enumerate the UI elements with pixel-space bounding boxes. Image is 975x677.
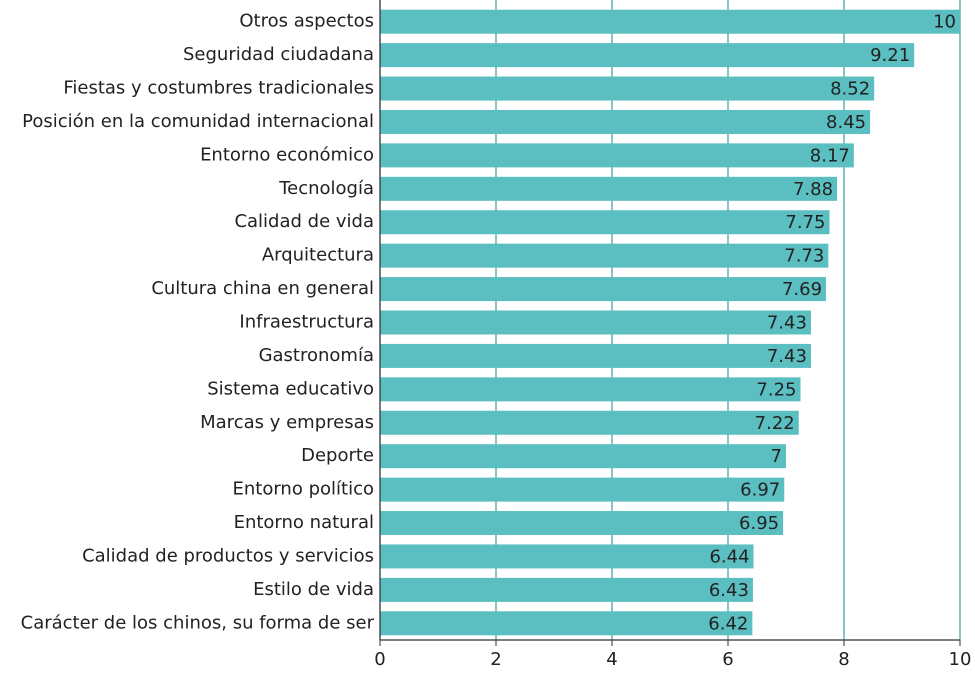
value-label: 6.44 (709, 546, 749, 567)
value-label: 7.43 (767, 346, 807, 367)
value-label: 7.69 (782, 279, 822, 300)
bar (380, 210, 830, 235)
x-tick-label: 2 (490, 649, 501, 670)
bar (380, 511, 784, 536)
y-tick-label: Estilo de vida (253, 579, 374, 600)
y-tick-label: Arquitectura (262, 245, 374, 266)
bar (380, 444, 786, 469)
bar (380, 377, 801, 402)
y-tick-label: Otros aspectos (239, 11, 374, 32)
bar (380, 76, 875, 101)
value-label: 8.17 (810, 145, 850, 166)
bar (380, 43, 915, 68)
bar (380, 577, 753, 602)
bar (380, 611, 753, 636)
y-tick-label: Carácter de los chinos, su forma de ser (21, 612, 375, 633)
x-tick-label: 10 (949, 649, 972, 670)
value-label: 8.52 (830, 79, 870, 100)
value-label: 7.88 (793, 179, 833, 200)
y-tick-label: Entorno económico (200, 144, 374, 165)
y-tick-label: Deporte (301, 445, 374, 466)
x-tick-label: 8 (838, 649, 849, 670)
bar (380, 9, 960, 34)
y-tick-label: Marcas y empresas (200, 412, 374, 433)
bar (380, 410, 799, 435)
y-tick-label: Entorno natural (234, 512, 374, 533)
bar (380, 277, 827, 302)
x-tick-label: 6 (722, 649, 733, 670)
y-tick-label: Calidad de vida (234, 211, 374, 232)
y-tick-label: Posición en la comunidad internacional (22, 111, 374, 132)
value-label: 7.43 (767, 313, 807, 334)
bar (380, 109, 871, 134)
bar (380, 176, 838, 201)
y-tick-label: Tecnología (278, 178, 374, 199)
value-label: 6.97 (740, 480, 780, 501)
x-tick-label: 4 (606, 649, 617, 670)
y-tick-label: Infraestructura (239, 312, 374, 333)
value-label: 7.25 (756, 379, 796, 400)
value-label: 7 (771, 446, 782, 467)
bar (380, 343, 811, 368)
x-tick-label: 0 (374, 649, 385, 670)
bar (380, 544, 754, 569)
bar (380, 143, 854, 168)
value-label: 8.45 (826, 112, 866, 133)
value-label: 10 (933, 12, 956, 33)
y-tick-label: Cultura china en general (151, 278, 374, 299)
y-tick-label: Entorno político (233, 479, 375, 500)
y-tick-label: Fiestas y costumbres tradicionales (63, 78, 374, 99)
y-tick-label: Gastronomía (259, 345, 374, 366)
value-label: 7.22 (755, 413, 795, 434)
y-tick-label: Calidad de productos y servicios (82, 545, 374, 566)
value-label: 7.73 (784, 246, 824, 267)
y-tick-label: Sistema educativo (207, 378, 374, 399)
value-label: 6.95 (739, 513, 779, 534)
bar (380, 243, 829, 268)
value-label: 7.75 (785, 212, 825, 233)
bar (380, 477, 785, 502)
value-label: 6.42 (708, 613, 748, 634)
value-label: 6.43 (709, 580, 749, 601)
value-label: 9.21 (870, 45, 910, 66)
bar (380, 310, 811, 335)
y-tick-label: Seguridad ciudadana (183, 44, 374, 65)
